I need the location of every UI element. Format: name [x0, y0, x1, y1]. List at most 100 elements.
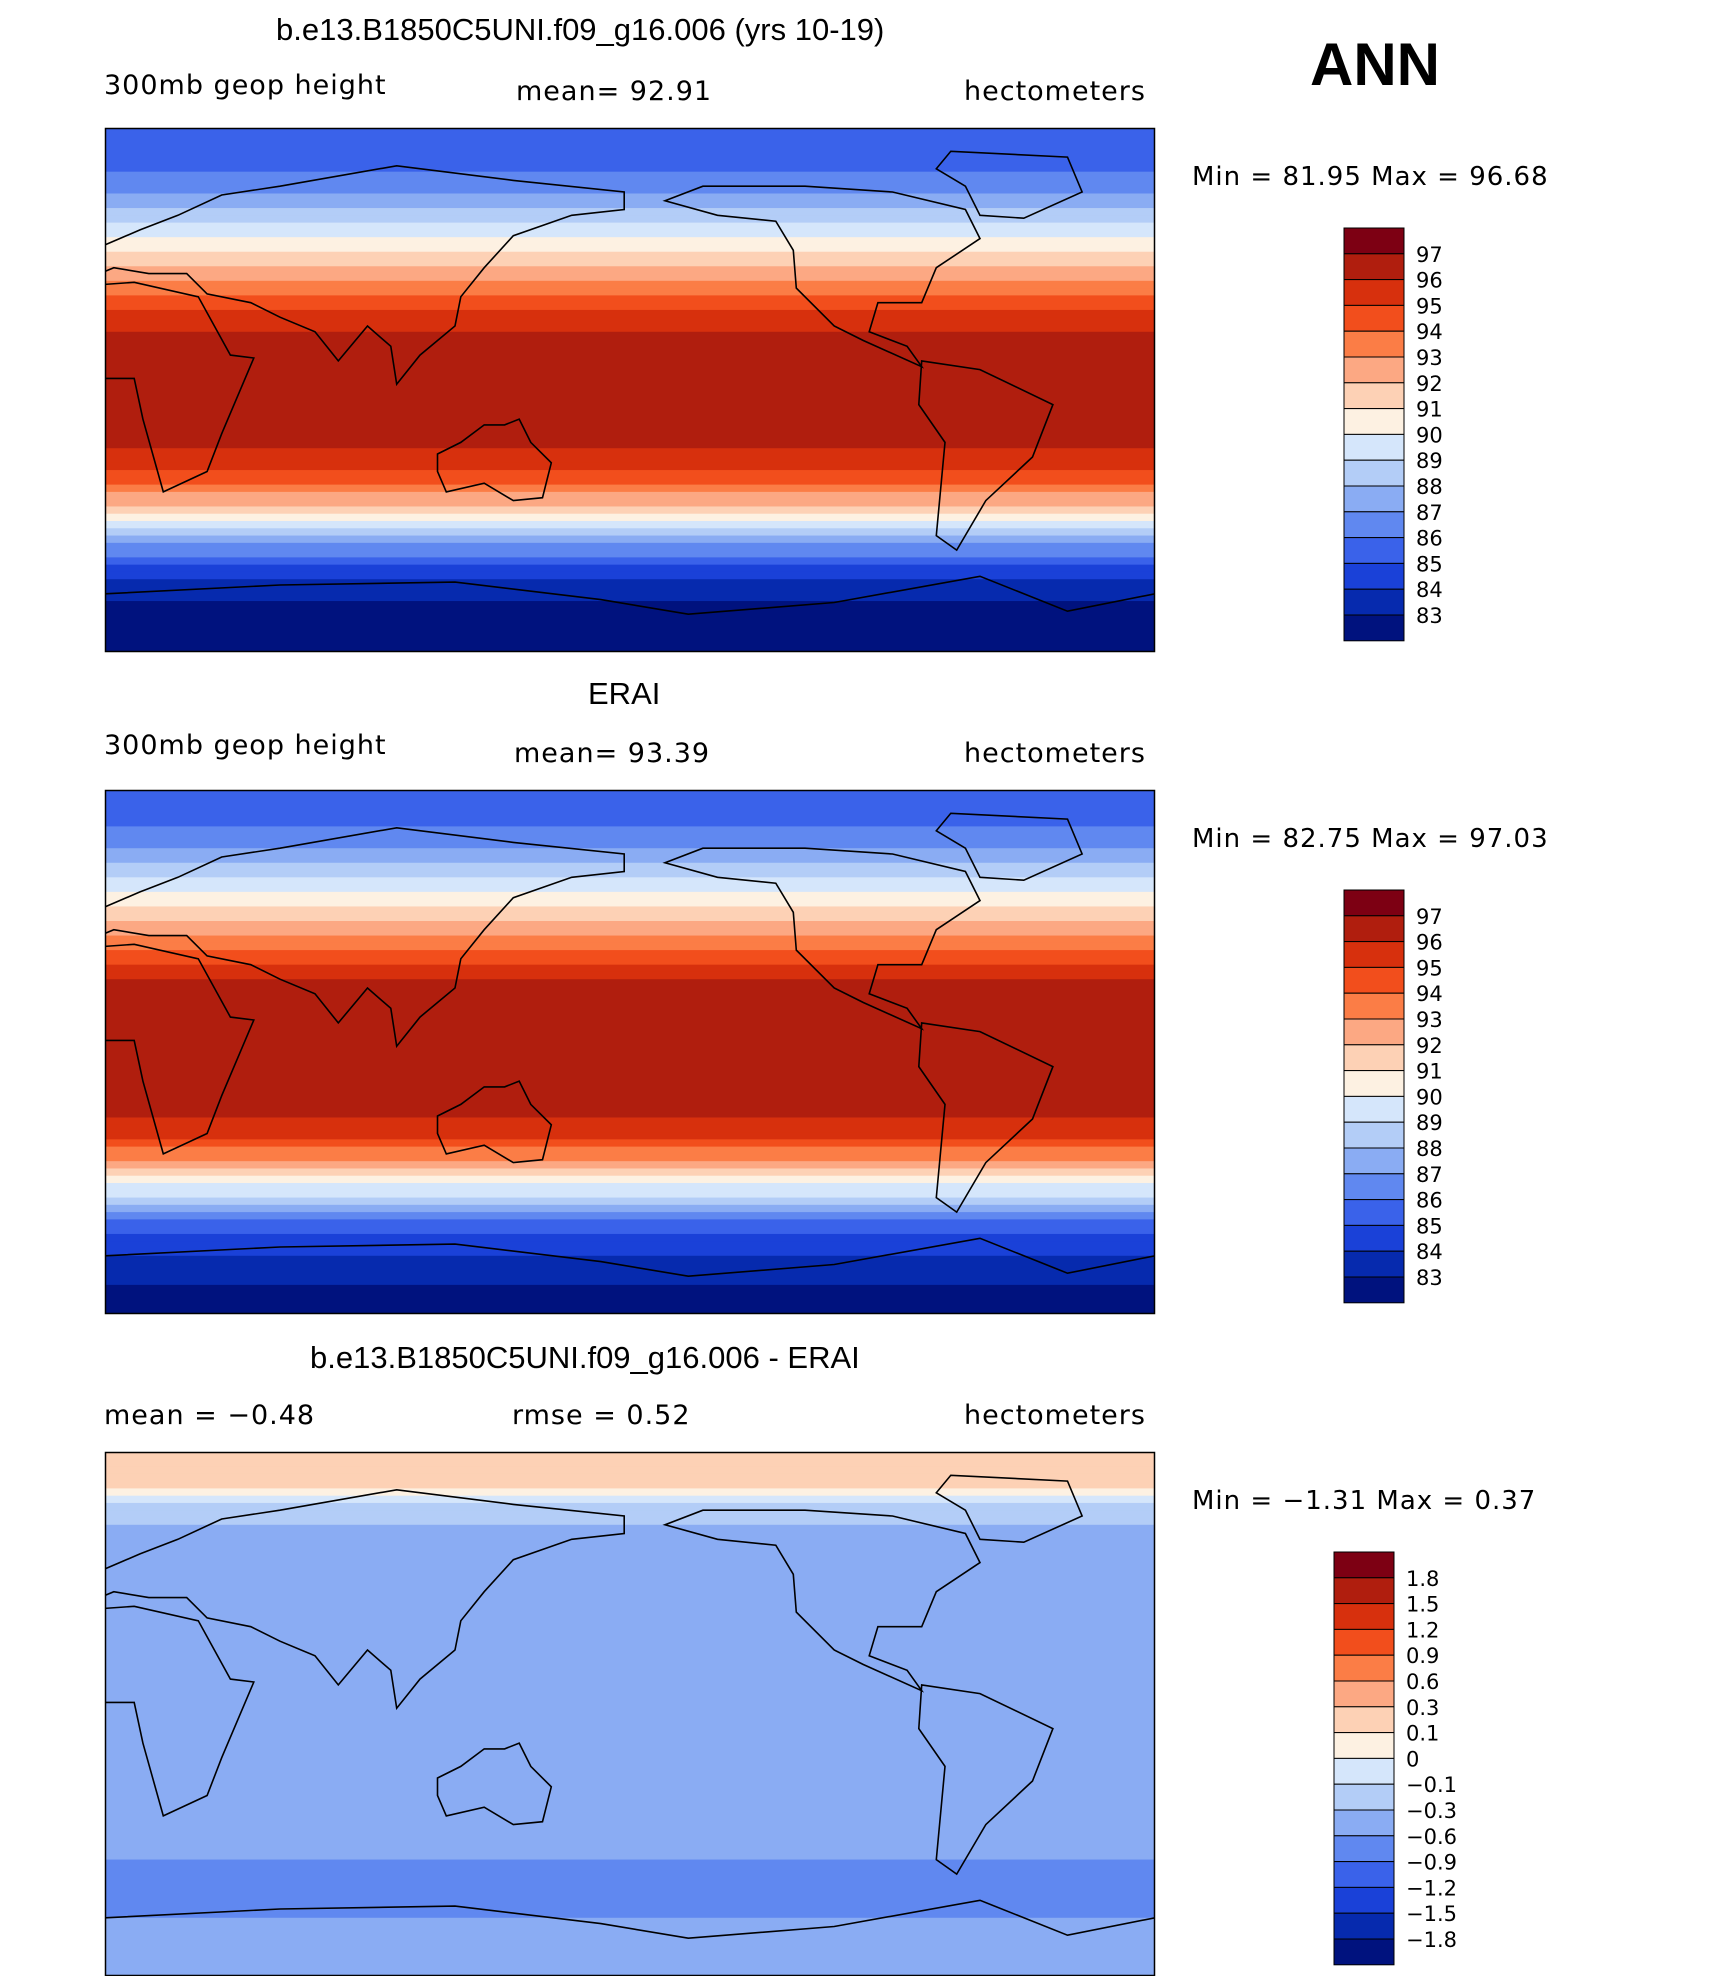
- map-lat-band: [105, 404, 1155, 413]
- map-lat-band: [105, 149, 1155, 158]
- map-lat-band: [105, 317, 1155, 325]
- map-lat-band: [105, 1954, 1155, 1962]
- map-lat-band: [105, 1946, 1155, 1955]
- map-lat-band: [105, 1553, 1155, 1562]
- colorbar-swatch: [1343, 511, 1405, 539]
- map-lat-band: [105, 1786, 1155, 1795]
- map-lat-band: [105, 1706, 1155, 1715]
- colorbar-swatch: [1343, 941, 1405, 968]
- colorbar-tick-label: 88: [1416, 1137, 1443, 1161]
- map-lat-band: [105, 790, 1155, 798]
- map-lat-band: [105, 1517, 1155, 1526]
- colorbar-tick-label: 85: [1416, 1214, 1443, 1238]
- map-lat-band: [105, 1823, 1155, 1831]
- panel3-mean-label: mean = −0.48: [104, 1400, 316, 1431]
- map-lat-band: [105, 200, 1155, 209]
- map-lat-band: [105, 1597, 1155, 1606]
- coastline: [917, 1021, 1054, 1214]
- map-lat-band: [105, 397, 1155, 406]
- coastline: [662, 1509, 982, 1693]
- coastline: [436, 1080, 553, 1164]
- map-lat-band: [105, 368, 1155, 376]
- map-lat-band: [105, 1619, 1155, 1628]
- map-lat-band: [105, 280, 1155, 289]
- map-lat-band: [105, 1277, 1155, 1286]
- colorbar-tick-label: 97: [1416, 905, 1443, 929]
- map-lat-band: [105, 891, 1155, 900]
- map-lat-band: [105, 135, 1155, 144]
- colorbar-tick-label: 89: [1416, 449, 1443, 473]
- colorbar-tick-label: −0.9: [1406, 1851, 1457, 1875]
- map-lat-band: [105, 375, 1155, 384]
- map-lat-band: [105, 382, 1155, 391]
- map-lat-band: [105, 1539, 1155, 1548]
- map-lat-band: [105, 1226, 1155, 1235]
- map-lat-band: [105, 877, 1155, 886]
- map-lat-band: [105, 470, 1155, 478]
- map-lat-band: [105, 1837, 1155, 1846]
- map-lat-band: [105, 1204, 1155, 1213]
- colorbar-swatch: [1343, 459, 1405, 487]
- colorbar-swatch: [1333, 1654, 1395, 1682]
- colorbar-swatch: [1343, 433, 1405, 461]
- map-lat-band: [105, 477, 1155, 486]
- map-lat-band: [105, 1779, 1155, 1788]
- colorbar-tick-label: −1.8: [1406, 1928, 1457, 1952]
- map-lat-band: [105, 1197, 1155, 1206]
- colorbar-swatch: [1333, 1835, 1395, 1863]
- map-lat-band: [105, 266, 1155, 275]
- colorbar-tick-label: 84: [1416, 1240, 1443, 1264]
- map-lat-band: [105, 499, 1155, 507]
- map-lat-band: [105, 1081, 1155, 1089]
- map-lat-band: [105, 157, 1155, 165]
- colorbar-tick-label: 90: [1416, 423, 1443, 447]
- colorbar-tick-label: 0.1: [1406, 1722, 1439, 1746]
- map-lat-band: [105, 1663, 1155, 1671]
- map-lat-band: [105, 1590, 1155, 1599]
- map-lat-band: [105, 1808, 1155, 1817]
- coastline: [436, 418, 553, 502]
- map-lat-band: [105, 237, 1155, 245]
- map-lat-band: [105, 811, 1155, 820]
- map-frame: [104, 789, 1156, 1315]
- map-lat-band: [105, 1233, 1155, 1242]
- colorbar-swatch: [1343, 992, 1405, 1020]
- map-lat-band: [105, 1088, 1155, 1097]
- map-lat-band: [105, 1241, 1155, 1249]
- map-lat-band: [105, 251, 1155, 260]
- coastline: [105, 943, 255, 1156]
- map-lat-band: [105, 1110, 1155, 1118]
- map-lat-band: [105, 1219, 1155, 1228]
- map-lat-band: [105, 309, 1155, 318]
- colorbar-swatch: [1343, 304, 1405, 332]
- map-lat-band: [105, 971, 1155, 980]
- coastline: [935, 150, 1084, 220]
- map-lat-band: [105, 1524, 1155, 1533]
- colorbar-tick-label: 88: [1416, 475, 1443, 499]
- map-lat-band: [105, 1575, 1155, 1584]
- map-lat-band: [105, 1066, 1155, 1075]
- map-lat-band: [105, 1670, 1155, 1679]
- map-lat-band: [105, 455, 1155, 464]
- colorbar-swatch: [1343, 1173, 1405, 1201]
- panel2-variable-label: 300mb geop height: [104, 730, 387, 761]
- map-lat-band: [105, 178, 1155, 187]
- map-lat-band: [105, 411, 1155, 420]
- map-lat-band: [105, 1139, 1155, 1148]
- map-lat-band: [105, 935, 1155, 944]
- panel3-title: b.e13.B1850C5UNI.f09_g16.006 - ERAI: [310, 1340, 860, 1375]
- map-lat-band: [105, 884, 1155, 893]
- colorbar-tick-label: 90: [1416, 1085, 1443, 1109]
- colorbar-swatch: [1343, 1044, 1405, 1072]
- colorbar-swatch: [1333, 1886, 1395, 1914]
- colorbar-tick-label: −1.2: [1406, 1876, 1457, 1900]
- panel1-minmax: Min = 81.95 Max = 96.68: [1192, 162, 1549, 192]
- map-lat-band: [105, 630, 1155, 638]
- map-lat-band: [105, 1183, 1155, 1191]
- map-lat-band: [105, 462, 1155, 471]
- colorbar-swatch: [1333, 1938, 1395, 1966]
- map-lat-band: [105, 1008, 1155, 1017]
- map-lat-band: [105, 1248, 1155, 1257]
- map-lat-band: [105, 964, 1155, 973]
